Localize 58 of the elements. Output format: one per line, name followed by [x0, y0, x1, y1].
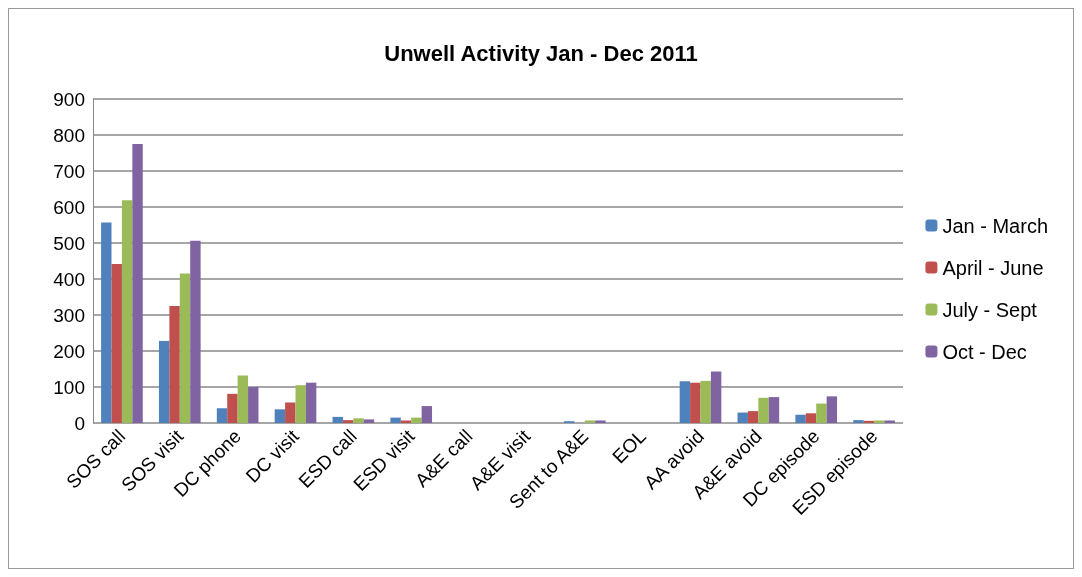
bar: [737, 412, 748, 423]
bar: [884, 420, 895, 423]
bar: [353, 418, 364, 423]
bar: [421, 406, 433, 423]
bar: [227, 393, 238, 423]
bar: [411, 417, 422, 423]
bar: [169, 306, 180, 423]
y-tick-label: 100: [53, 376, 85, 398]
bar: [768, 397, 780, 423]
bar: [400, 420, 412, 423]
y-tick-label: 400: [53, 268, 85, 290]
bar: [332, 416, 343, 423]
y-tick-label: 800: [53, 124, 85, 146]
bar: [158, 340, 170, 423]
legend-label: April - June: [942, 256, 1044, 279]
bar: [285, 402, 296, 423]
legend-label: Oct - Dec: [942, 340, 1027, 363]
bar: [826, 396, 838, 423]
bar: [132, 144, 143, 423]
bar: [700, 380, 711, 423]
bar: [190, 240, 201, 423]
legend-label: July - Sept: [942, 298, 1038, 321]
bar: [758, 397, 769, 423]
bar: [342, 420, 354, 423]
bar: [690, 382, 701, 423]
bar: [805, 413, 817, 423]
y-tick-label: 200: [53, 340, 85, 362]
bar: [121, 200, 133, 423]
bar: [237, 375, 249, 423]
chart-title: Unwell Activity Jan - Dec 2011: [384, 40, 698, 66]
bar: [584, 420, 596, 423]
bar: [795, 414, 806, 423]
bar: [874, 420, 885, 423]
bar: [595, 420, 606, 423]
bar: [679, 381, 691, 423]
bar: [248, 387, 259, 423]
bar: [179, 273, 191, 423]
y-tick-label: 0: [74, 412, 85, 434]
bar: [390, 417, 401, 423]
bar: [853, 420, 864, 423]
y-tick-label: 700: [53, 160, 85, 182]
x-tick-label: EOL: [608, 425, 651, 468]
bar: [816, 403, 827, 423]
bar: [101, 222, 112, 423]
bar: [305, 382, 317, 423]
bar: [863, 420, 875, 423]
y-tick-label: 300: [53, 304, 85, 326]
bar: [111, 263, 122, 423]
bar: [747, 411, 759, 423]
bar: [363, 419, 375, 423]
y-tick-label: 600: [53, 196, 85, 218]
y-tick-label: 900: [53, 88, 85, 110]
y-tick-label: 500: [53, 232, 85, 254]
bar: [295, 385, 306, 423]
bar: [710, 371, 722, 423]
bar: [216, 408, 228, 423]
legend-label: Jan - March: [942, 214, 1049, 237]
bar: [274, 409, 286, 423]
